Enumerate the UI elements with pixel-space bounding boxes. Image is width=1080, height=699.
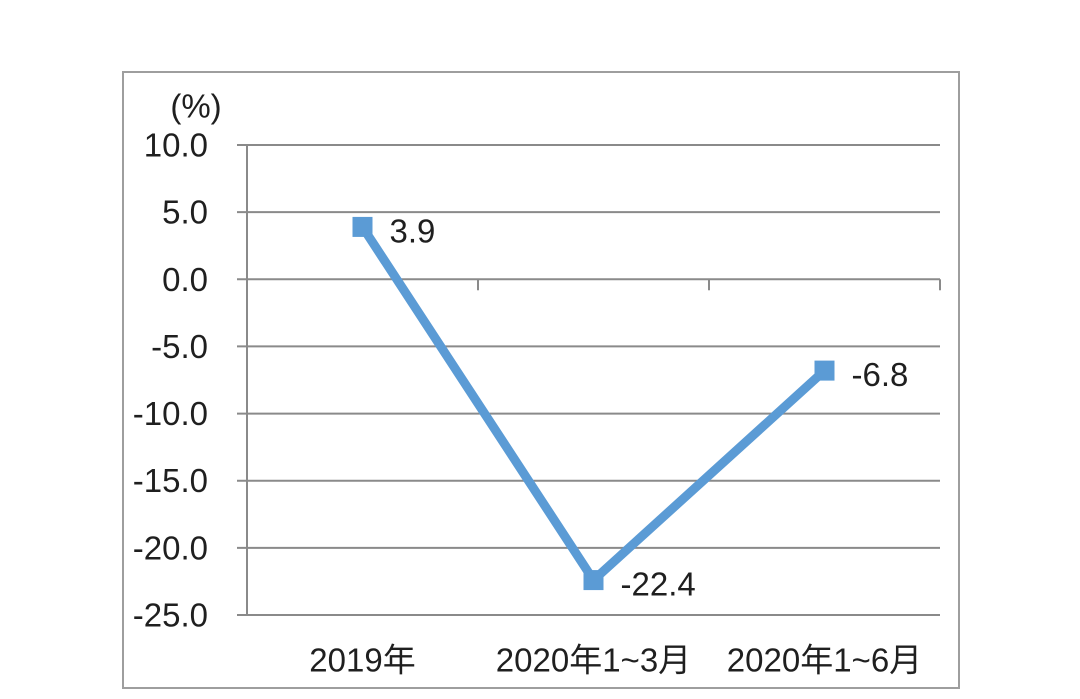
x-axis-label: 2020年1~3月: [496, 642, 691, 679]
data-point-label: -22.4: [621, 566, 696, 603]
x-axis-label: 2019年: [309, 642, 415, 679]
y-axis-tick-label: 0.0: [162, 261, 208, 298]
data-point-marker: [352, 216, 373, 237]
data-point-marker: [583, 570, 604, 591]
series-layer: [352, 216, 835, 591]
y-axis-tick-label: -15.0: [133, 462, 208, 499]
y-axis-tick-label: -25.0: [133, 597, 208, 634]
y-axis-tick-label: 5.0: [162, 194, 208, 231]
y-axis-tick-label: 10.0: [144, 127, 208, 164]
y-axis-tick-label: -10.0: [133, 395, 208, 432]
label-layer: 10.0 5.0 0.0 -5.0 -10.0 -15.0 -20.0 -25.0 3.9 -22…: [133, 127, 922, 679]
data-point-marker: [814, 360, 835, 381]
data-point-label: -6.8: [852, 356, 909, 393]
chart-frame-border: [122, 71, 960, 689]
grid-layer: [237, 144, 940, 616]
axis-layer: [246, 145, 941, 615]
x-axis-label: 2020年1~6月: [727, 642, 922, 679]
y-axis-unit-label: (%): [170, 88, 221, 125]
data-point-label: 3.9: [390, 212, 436, 249]
y-axis-tick-label: -20.0: [133, 529, 208, 566]
y-axis-tick-label: -5.0: [151, 328, 208, 365]
